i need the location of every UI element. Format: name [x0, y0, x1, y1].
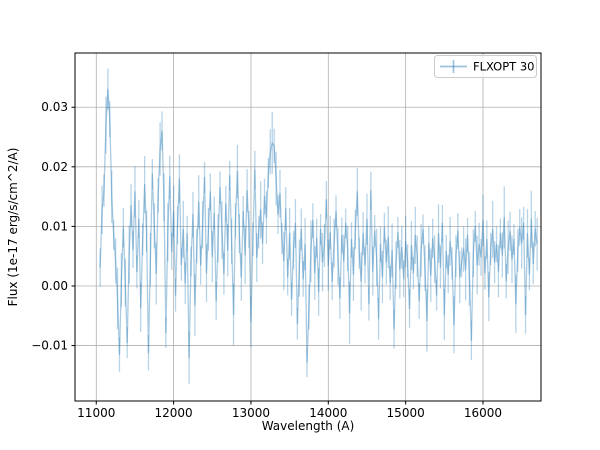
legend-box: [434, 55, 537, 78]
x-tick-label: 12000: [155, 406, 193, 420]
y-tick-label: 0.00: [41, 279, 68, 293]
errorbars: [99, 68, 538, 384]
x-tick-label: 13000: [232, 406, 270, 420]
x-tick-label: 11000: [77, 406, 115, 420]
y-tick-label: 0.02: [41, 160, 68, 174]
x-tick-label: 16000: [464, 406, 502, 420]
plot-border: [74, 52, 542, 402]
y-axis-label: Flux (1e-17 erg/s/cm^2/A): [6, 148, 20, 307]
y-tick-label: 0.03: [41, 100, 68, 114]
axes-layer: 11000 12000 13000 14000 15000 16000 −0.01 0.00 0…: [31, 52, 542, 420]
y-tick-label: 0.01: [41, 219, 68, 233]
legend: FLXOPT 30: [434, 55, 537, 78]
legend-label: FLXOPT 30: [473, 60, 534, 74]
x-tick-label: 14000: [309, 406, 347, 420]
grid-layer: [75, 53, 541, 401]
x-tick-label: 15000: [387, 406, 425, 420]
errorbar-series: [99, 68, 538, 384]
y-tick-label: −0.01: [31, 339, 68, 353]
spectrum-line: [99, 88, 538, 363]
x-axis-label: Wavelength (A): [262, 419, 355, 433]
